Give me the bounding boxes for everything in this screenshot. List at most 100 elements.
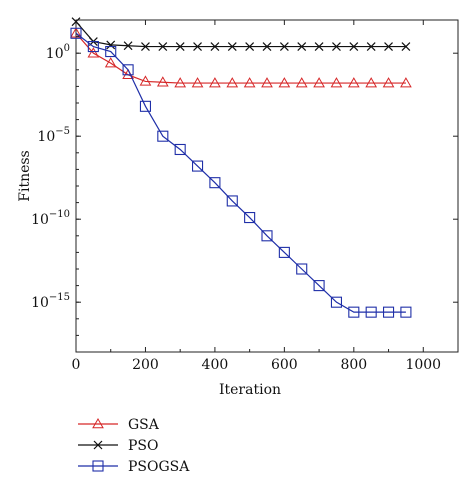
x-marker-stroke	[262, 42, 272, 51]
series-line	[75, 21, 406, 48]
data-point	[278, 246, 290, 258]
x-marker-stroke	[245, 42, 255, 51]
data-point	[332, 42, 341, 51]
x-marker-stroke	[141, 42, 150, 51]
x-marker-stroke	[401, 42, 411, 51]
y-tick-label: 10−15	[31, 292, 70, 311]
data-point	[401, 42, 411, 51]
data-point	[174, 143, 186, 156]
data-point	[330, 77, 343, 88]
data-point	[193, 42, 202, 51]
x-marker-stroke	[314, 42, 324, 51]
data-point	[209, 177, 221, 189]
legend-item-gsa: GSA	[78, 417, 160, 433]
legend-label: PSOGSA	[128, 459, 190, 475]
data-point	[191, 160, 204, 172]
series-line	[75, 32, 406, 313]
data-point	[347, 77, 360, 88]
series-line	[75, 32, 406, 84]
data-point	[244, 211, 256, 224]
data-point	[174, 77, 187, 88]
data-point	[262, 42, 272, 51]
y-tick-label: 100	[46, 43, 70, 62]
x-marker-stroke	[123, 41, 133, 51]
data-point	[243, 77, 256, 88]
x-marker-stroke	[332, 42, 341, 51]
data-point	[400, 306, 412, 318]
x-marker-stroke	[193, 42, 202, 51]
data-point	[70, 27, 82, 39]
x-marker-stroke	[106, 40, 116, 50]
series-layer	[70, 17, 412, 318]
x-axis-label: Iteration	[219, 382, 281, 398]
legend-item-psogsa: PSOGSA	[78, 459, 190, 475]
data-point	[226, 195, 238, 207]
data-point	[245, 42, 255, 51]
data-point	[104, 57, 117, 68]
data-point	[313, 77, 325, 88]
x-tick-label: 800	[340, 357, 367, 373]
data-point	[87, 47, 100, 58]
data-point	[209, 77, 221, 88]
data-point	[295, 77, 308, 88]
data-point	[157, 130, 169, 142]
data-point	[313, 280, 325, 292]
y-tick-label: 10−10	[31, 209, 70, 228]
x-marker-stroke	[297, 42, 307, 51]
data-point	[122, 64, 134, 76]
x-marker-stroke	[158, 42, 168, 51]
data-point	[210, 42, 220, 51]
x-tick-label: 600	[271, 357, 298, 373]
x-marker-stroke	[210, 42, 220, 51]
data-point	[226, 77, 239, 88]
data-point	[261, 77, 273, 88]
data-point	[156, 76, 169, 87]
data-point	[366, 42, 376, 51]
series-gsa	[70, 27, 412, 88]
data-point	[400, 77, 412, 88]
x-marker-stroke	[175, 42, 185, 51]
series-psogsa	[70, 27, 412, 318]
data-point	[278, 77, 291, 88]
y-axis-label: Fitness	[17, 150, 33, 202]
data-point	[175, 42, 185, 51]
data-point	[261, 230, 273, 242]
x-marker-stroke	[227, 42, 237, 51]
x-marker-stroke	[279, 42, 289, 51]
data-point	[227, 42, 237, 51]
data-point	[139, 100, 152, 112]
data-point	[191, 77, 204, 88]
data-point	[105, 45, 117, 58]
x-tick-label: 0	[72, 357, 81, 373]
data-point	[382, 306, 395, 318]
data-point	[87, 41, 99, 53]
x-marker-stroke	[93, 440, 103, 450]
legend-label: GSA	[128, 417, 160, 433]
ticks-layer: 0 200 400 600 800 1000 100 10−5 10−10 10−15	[31, 19, 458, 373]
data-point	[158, 42, 168, 51]
data-point	[384, 42, 393, 51]
data-point	[348, 306, 360, 318]
x-marker-stroke	[349, 42, 359, 51]
data-point	[382, 77, 395, 88]
legend-marker	[92, 417, 104, 429]
data-point	[314, 42, 324, 51]
x-tick-label: 200	[132, 357, 159, 373]
legend-label: PSO	[128, 438, 159, 454]
legend-marker	[92, 460, 104, 472]
data-point	[296, 263, 308, 275]
legend-marker	[93, 440, 103, 450]
data-point	[365, 306, 377, 318]
data-point	[141, 42, 150, 51]
y-tick-label: 10−5	[37, 126, 70, 145]
series-pso	[71, 17, 411, 51]
data-point	[279, 42, 289, 51]
data-point	[123, 41, 133, 51]
data-point	[106, 40, 116, 50]
data-point	[365, 77, 378, 88]
x-tick-label: 400	[202, 357, 229, 373]
x-marker-stroke	[366, 42, 376, 51]
legend: GSA PSO PSOGSA	[78, 417, 190, 475]
data-point	[297, 42, 307, 51]
